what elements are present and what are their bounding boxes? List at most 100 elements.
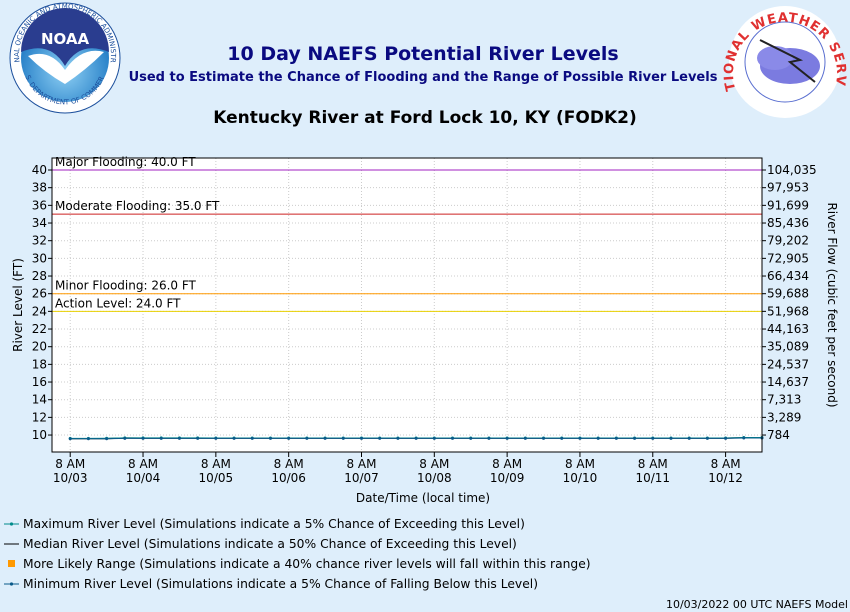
y-tick-label: 16 [32,375,47,389]
y-tick-label: 12 [32,410,47,424]
series-marker [159,436,163,440]
x-tick-label: 8 AM [201,457,231,471]
x-tick-label: 8 AM [492,457,522,471]
y-tick-label: 18 [32,357,47,371]
series-marker [105,437,109,441]
y2-tick-label: 35,089 [767,340,809,354]
x-tick-label: 8 AM [128,457,158,471]
footer: 10/03/2022 00 UTC NAEFS Model [666,598,848,611]
threshold-label: Moderate Flooding: 35.0 FT [55,199,220,213]
series-marker [341,436,345,440]
legend-label: Minimum River Level (Simulations indicat… [23,577,538,591]
plot-area [51,157,763,453]
y2-tick-label: 3,289 [767,410,801,424]
y-tick-label: 26 [32,287,47,301]
y-tick-label: 38 [32,181,47,195]
series-marker [250,436,254,440]
x-axis-label: Date/Time (local time) [356,491,490,505]
y2-tick-label: 784 [767,428,790,442]
series-marker [287,436,291,440]
series-marker [505,436,509,440]
chart-subtitle: Used to Estimate the Chance of Flooding … [129,70,718,85]
series-marker [196,436,200,440]
y2-tick-label: 51,968 [767,304,809,318]
series-marker [396,436,400,440]
chart-title: 10 Day NAEFS Potential River Levels [227,43,618,65]
x-tick-label: 10/12 [708,471,743,485]
location-title: Kentucky River at Ford Lock 10, KY (FODK… [213,108,637,128]
series-marker [487,436,491,440]
series-marker [523,436,527,440]
threshold-label: Action Level: 24.0 FT [55,296,181,310]
y2-tick-label: 72,905 [767,251,809,265]
series-marker [560,436,564,440]
y-tick-label: 40 [32,163,47,177]
series-marker [451,436,455,440]
x-tick-label: 10/07 [344,471,379,485]
y-tick-label: 30 [32,251,47,265]
x-tick-label: 10/10 [563,471,598,485]
series-marker [123,436,127,440]
y-tick-label: 10 [32,428,47,442]
y2-tick-label: 97,953 [767,181,809,195]
series-marker [232,436,236,440]
y-tick-label: 22 [32,322,47,336]
legend-label: Median River Level (Simulations indicate… [23,537,517,551]
y2-tick-label: 79,202 [767,234,809,248]
x-tick-label: 8 AM [638,457,668,471]
y2-tick-label: 59,688 [767,287,809,301]
series-marker [378,436,382,440]
y2-axis-label: River Flow (cubic feet per second) [825,202,839,407]
threshold-label: Major Flooding: 40.0 FT [55,155,196,169]
y2-tick-label: 104,035 [767,163,817,177]
x-tick-label: 10/11 [635,471,670,485]
legend-marker [9,522,14,526]
plot-layer: Major Flooding: 40.0 FT Moderate Flooding… [52,155,764,452]
y2-tick-label: 14,637 [767,375,809,389]
y-tick-label: 24 [32,304,47,318]
legend-swatch [8,560,15,567]
series-marker [432,436,436,440]
series-marker [86,437,90,441]
x-tick-label: 10/04 [126,471,161,485]
series-marker [177,436,181,440]
x-tick-label: 10/03 [53,471,88,485]
y2-tick-label: 24,537 [767,357,809,371]
noaa-logo: NOAA NATIONAL OCEANIC AND ATMOSPHERIC AD… [0,0,121,114]
series-marker [651,436,655,440]
x-tick-label: 8 AM [274,457,304,471]
series-marker [633,436,637,440]
y-tick-label: 20 [32,340,47,354]
y-tick-label: 28 [32,269,47,283]
noaa-text: NOAA [41,30,90,48]
series-marker [214,436,218,440]
x-tick-label: 8 AM [565,457,595,471]
series-marker [669,436,673,440]
series-marker [68,437,72,441]
series-marker [542,436,546,440]
plot-area [51,157,763,453]
legend-label: Maximum River Level (Simulations indicat… [23,517,525,531]
y2-tick-label: 91,699 [767,198,809,212]
series-marker [724,436,728,440]
y2-tick-label: 44,163 [767,322,809,336]
x-tick-label: 8 AM [711,457,741,471]
series-marker [705,436,709,440]
y-axis-label: River Level (FT) [11,258,25,352]
series-marker [614,436,618,440]
y2-tick-label: 66,434 [767,269,809,283]
threshold-label: Minor Flooding: 26.0 FT [55,279,197,293]
x-tick-label: 10/09 [490,471,525,485]
series-marker [323,436,327,440]
legend-label: More Likely Range (Simulations indicate … [23,557,591,571]
y-tick-label: 14 [32,393,47,407]
x-tick-label: 10/06 [271,471,306,485]
series-marker [141,436,145,440]
series-marker [578,436,582,440]
series-marker [414,436,418,440]
legend-marker [9,582,14,586]
x-tick-label: 8 AM [346,457,376,471]
series-marker [268,436,272,440]
